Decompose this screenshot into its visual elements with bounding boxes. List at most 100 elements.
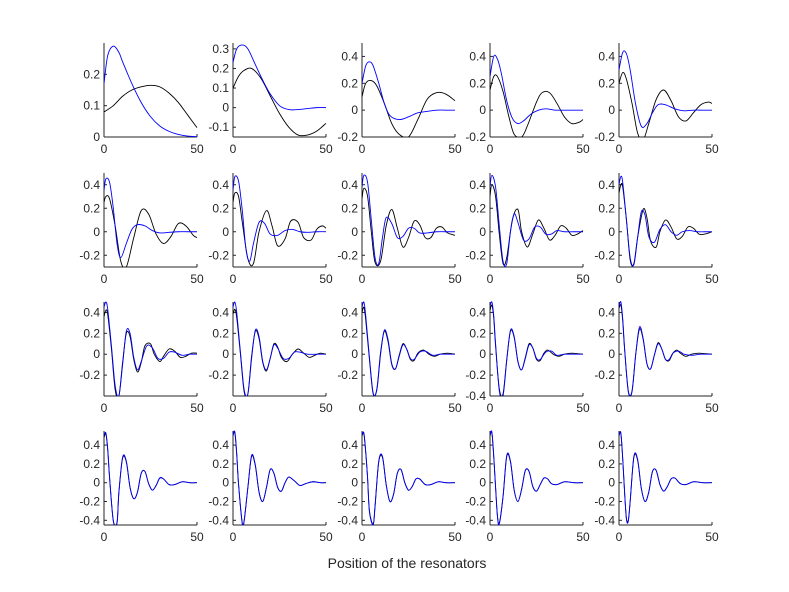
series-line-black xyxy=(490,74,584,137)
y-tick-label: -0.1 xyxy=(208,120,229,134)
subplot-r1-c5: -0.200.20.40 50 xyxy=(594,43,719,156)
x-tick-label: 50 xyxy=(319,142,333,156)
y-tick-label: 0.1 xyxy=(83,99,100,113)
y-tick-label: 0 xyxy=(93,476,100,490)
y-tick-label: 0.3 xyxy=(212,42,229,56)
series-line-blue xyxy=(619,175,712,267)
y-tick-label: 0.4 xyxy=(341,438,358,452)
series-line-blue xyxy=(362,301,455,396)
y-tick-label: -0.2 xyxy=(79,248,100,262)
x-tick-label: 0 xyxy=(616,272,623,286)
series-line-blue xyxy=(104,45,198,137)
subplot-r1-c3: -0.200.20.40 50 xyxy=(337,43,462,156)
y-tick-label: 0.2 xyxy=(341,326,358,340)
y-tick-label: 0 xyxy=(351,347,358,361)
y-tick-label: 0 xyxy=(93,225,100,239)
y-tick-label: 0 xyxy=(608,347,615,361)
y-tick-label: -0.2 xyxy=(79,368,100,382)
series-line-black xyxy=(104,195,198,267)
y-tick-label: 0.4 xyxy=(341,178,358,192)
y-tick-label: 0.4 xyxy=(212,438,229,452)
y-tick-label: 0.2 xyxy=(469,76,486,90)
y-tick-label: 0.4 xyxy=(341,305,358,319)
x-tick-label: 50 xyxy=(576,142,590,156)
x-tick-label: 0 xyxy=(487,142,494,156)
x-tick-label: 0 xyxy=(230,530,237,544)
y-tick-label: 0.2 xyxy=(598,326,615,340)
y-tick-label: -0.2 xyxy=(208,248,229,262)
series-line-black xyxy=(619,71,713,137)
y-tick-label: -0.4 xyxy=(465,513,486,527)
series-line-black xyxy=(362,80,456,137)
x-tick-label: 0 xyxy=(359,142,366,156)
series-line-blue xyxy=(362,431,456,525)
y-tick-label: -0.4 xyxy=(208,513,229,527)
x-tick-label: 0 xyxy=(359,530,366,544)
subplot-r3-c2: -0.2 0 0.2 0.4 0 50 xyxy=(208,301,333,415)
subplot-r1-c2: -0.100.10.20.30 50 xyxy=(208,42,333,156)
y-tick-label: 0.2 xyxy=(341,201,358,215)
x-tick-label: 0 xyxy=(230,401,237,415)
series-line-black xyxy=(104,84,198,128)
y-tick-label: -0.2 xyxy=(594,130,615,144)
subplot-r4-c3: -0.4 -0.2 0 0.2 0.4 0 50 xyxy=(337,431,462,544)
subplot-r4-c4: -0.4 -0.2 0 0.2 0.4 0 50 xyxy=(465,430,590,544)
series-line-blue xyxy=(104,301,198,396)
y-tick-label: -0.2 xyxy=(594,495,615,509)
subplot-r3-c4: -0.4 -0.2 0 0.2 0.4 0 50 xyxy=(465,301,590,415)
series-line-blue xyxy=(104,177,197,259)
x-tick-label: 50 xyxy=(319,272,333,286)
y-tick-label: -0.4 xyxy=(79,513,100,527)
x-tick-label: 50 xyxy=(448,530,462,544)
x-tick-label: 50 xyxy=(190,530,204,544)
x-tick-label: 50 xyxy=(705,401,719,415)
y-tick-label: -0.2 xyxy=(337,130,358,144)
y-tick-label: 0.4 xyxy=(83,438,100,452)
y-tick-label: 0.2 xyxy=(83,457,100,471)
y-tick-label: 0.2 xyxy=(598,457,615,471)
series-line-blue xyxy=(619,431,713,524)
y-tick-label: 0.2 xyxy=(83,67,100,81)
y-tick-label: -0.4 xyxy=(594,513,615,527)
y-tick-label: 0 xyxy=(479,103,486,117)
y-tick-label: -0.2 xyxy=(594,248,615,262)
y-tick-label: 0.2 xyxy=(212,457,229,471)
y-tick-label: 0 xyxy=(222,476,229,490)
x-tick-label: 50 xyxy=(705,272,719,286)
y-tick-label: 0.4 xyxy=(598,178,615,192)
x-tick-label: 0 xyxy=(230,272,237,286)
x-tick-label: 0 xyxy=(101,142,108,156)
subplot-r3-c3: -0.2 0 0.2 0.4 0 50 xyxy=(337,301,462,415)
y-tick-label: 0 xyxy=(93,130,100,144)
subplot-r4-c2: -0.4 -0.2 0 0.2 0.4 0 50 xyxy=(208,430,333,544)
series-line-black xyxy=(233,308,327,396)
y-tick-label: 0 xyxy=(608,476,615,490)
y-tick-label: 0 xyxy=(608,225,615,239)
y-tick-label: 0 xyxy=(351,476,358,490)
x-tick-label: 50 xyxy=(319,530,333,544)
y-tick-label: 0 xyxy=(93,347,100,361)
x-tick-label: 50 xyxy=(705,530,719,544)
x-tick-label: 0 xyxy=(616,401,623,415)
y-tick-label: 0.4 xyxy=(83,305,100,319)
series-line-blue xyxy=(233,301,326,396)
y-tick-label: -0.2 xyxy=(337,495,358,509)
series-line-black xyxy=(233,67,327,137)
subplot-r1-c4: -0.200.20.40 50 xyxy=(465,43,590,156)
series-line-black xyxy=(233,431,327,525)
y-tick-label: 0.4 xyxy=(598,438,615,452)
y-tick-label: 0 xyxy=(479,347,486,361)
y-tick-label: 0 xyxy=(222,101,229,115)
y-tick-label: -0.2 xyxy=(208,368,229,382)
x-tick-label: 50 xyxy=(190,401,204,415)
y-tick-label: 0.2 xyxy=(212,61,229,75)
x-tick-label: 50 xyxy=(448,142,462,156)
figure-x-axis-label: Position of the resonators xyxy=(328,555,487,571)
y-tick-label: 0.4 xyxy=(212,305,229,319)
y-tick-label: -0.2 xyxy=(465,368,486,382)
series-line-black xyxy=(362,306,456,396)
y-tick-label: -0.2 xyxy=(337,368,358,382)
x-tick-label: 0 xyxy=(101,530,108,544)
series-line-black xyxy=(233,191,327,267)
